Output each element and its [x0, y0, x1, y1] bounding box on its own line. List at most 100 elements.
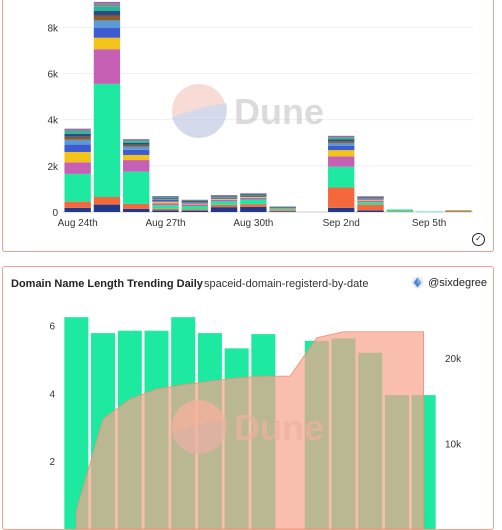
bar-segment: [93, 28, 121, 38]
bar-segment: [93, 37, 121, 50]
bar-segment: [415, 211, 443, 213]
bar-segment: [240, 196, 267, 197]
author-avatar-icon: [411, 276, 424, 289]
x-tick-label: Sep 2nd: [323, 218, 360, 229]
bar-segment: [93, 1, 121, 4]
chart-subtitle[interactable]: spaceid-domain-registerd-by-date: [204, 278, 369, 290]
y-tick-label: 8k: [47, 23, 59, 34]
bar-segment: [210, 207, 238, 212]
bar-segment: [386, 211, 413, 212]
y-right-tick-label: 10k: [445, 440, 462, 451]
bar-segment: [123, 146, 150, 150]
bar-segment: [328, 135, 355, 137]
bar-segment: [64, 139, 91, 145]
area-series: [75, 331, 425, 529]
bar-segment: [123, 139, 150, 142]
y-tick-label: 6k: [47, 69, 59, 80]
bar-segment: [93, 3, 121, 7]
bar-segment: [210, 196, 238, 197]
bar-segment: [269, 208, 296, 209]
bar-segment: [123, 141, 150, 143]
bar-segment: [93, 204, 121, 212]
bar-segment: [64, 201, 91, 208]
bar-segment: [181, 202, 208, 204]
x-tick-label: Aug 24th: [58, 218, 98, 229]
bar-segment: [357, 197, 384, 199]
x-tick-label: Sep 5th: [412, 218, 446, 229]
bar-segment: [181, 204, 208, 206]
chart-panel-domain-length: Domain Name Length Trending Daily spacei…: [2, 266, 494, 530]
chart-panel-registrations: 0 2k 4k 6k 8k Dune Aug 24th Aug 27th Aug 30th Sep…: [2, 0, 494, 252]
bar-segment: [64, 129, 91, 132]
bar-segment: [93, 10, 121, 16]
bar-segment: [328, 141, 355, 143]
bar-segment: [357, 202, 384, 205]
bar-segment: [152, 197, 179, 199]
bar-segment: [152, 199, 179, 202]
bar-segment: [181, 205, 208, 210]
bar-segment: [328, 136, 355, 138]
bar-segment: [328, 142, 355, 146]
bar-segment: [240, 194, 267, 196]
y-tick-label: 2k: [47, 162, 59, 173]
bar-segment: [357, 210, 384, 212]
bar-segment: [152, 201, 179, 204]
bar-segment: [123, 154, 150, 161]
author-name: @sixdegree: [428, 276, 487, 289]
bar-segment: [240, 199, 267, 205]
bar-segment: [357, 196, 384, 197]
bar-segment: [123, 139, 150, 140]
author-link[interactable]: @sixdegree: [411, 276, 487, 289]
bar-segment: [328, 166, 355, 188]
bar-segment: [210, 196, 238, 198]
bar-segment: [152, 196, 179, 198]
bar-segment: [357, 198, 384, 200]
bar-segment: [210, 201, 238, 205]
bar-segment: [210, 198, 238, 200]
bar-segment: [181, 201, 208, 203]
bar-segment: [240, 193, 267, 195]
dune-logo-wave: [172, 103, 227, 138]
bar-segment: [240, 193, 267, 194]
bar-segment: [64, 162, 91, 174]
bar-segment: [93, 20, 121, 29]
bar-segment: [123, 142, 150, 145]
bar-segment: [152, 199, 179, 200]
stacked-bar-chart: 0 2k 4k 6k 8k Dune Aug 24th Aug 27th Aug 30th Sep…: [47, 1, 473, 229]
bar-segment: [328, 145, 355, 151]
bar-segment: [210, 204, 238, 208]
bar-segment: [328, 150, 355, 157]
bar-segment: [328, 187, 355, 208]
y-tick-label: 4k: [47, 116, 59, 127]
bar-segment: [210, 197, 238, 199]
bar-segment: [64, 133, 91, 137]
bar-segment: [269, 211, 296, 212]
bar-segment: [240, 194, 267, 196]
check-circle-icon[interactable]: ✓: [472, 233, 485, 246]
bar-segment: [269, 206, 296, 208]
bar-segment: [181, 199, 208, 201]
bar-segment: [328, 207, 355, 212]
bar-segment: [357, 199, 384, 201]
x-tick-label: Aug 27th: [145, 218, 185, 229]
bar-segment: [269, 210, 296, 212]
bar-segment: [240, 197, 267, 200]
bar-area-chart: 24610k20kDune: [49, 317, 462, 529]
bar-segment: [123, 149, 150, 155]
bar-segment: [240, 195, 267, 197]
bar-segment: [93, 196, 121, 205]
bar-segment: [152, 196, 179, 197]
bar-segment: [123, 144, 150, 147]
y-left-tick-label: 4: [49, 389, 55, 400]
y-tick-label: 0: [52, 208, 58, 219]
bar-segment: [357, 197, 384, 199]
bar-segment: [181, 200, 208, 202]
bar-segment: [240, 196, 267, 198]
bar-segment: [152, 210, 179, 212]
bar-segment: [64, 144, 91, 152]
bar-segment: [210, 195, 238, 197]
bar-segment: [357, 200, 384, 203]
bar-segment: [357, 204, 384, 211]
bar-segment: [386, 209, 413, 212]
bar-segment: [181, 201, 208, 202]
